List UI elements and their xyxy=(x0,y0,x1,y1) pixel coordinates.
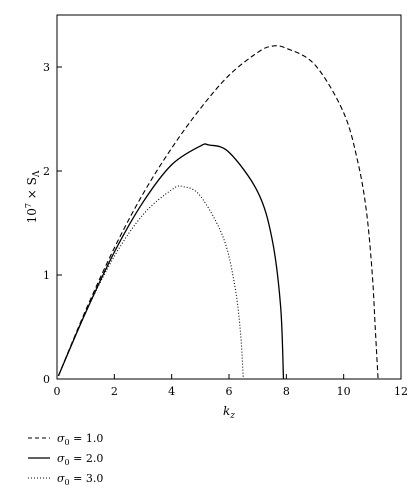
series-line-solid xyxy=(57,143,285,380)
legend-item-sigma-3: σ0 = 3.0 xyxy=(28,472,103,487)
legend: σ0 = 1.0 σ0 = 2.0 σ0 = 3.0 xyxy=(28,432,103,487)
x-tick-label: 12 xyxy=(394,385,408,398)
x-tick-label: 4 xyxy=(168,385,175,398)
x-tick-label: 10 xyxy=(337,385,351,398)
x-tick-label: 0 xyxy=(54,385,61,398)
plot-frame xyxy=(56,14,402,380)
y-tick-label: 0 xyxy=(43,373,50,386)
series-line-dotted xyxy=(57,185,244,380)
y-axis-label: 107 × SΛ xyxy=(24,170,42,223)
y-tick-label: 1 xyxy=(43,269,50,282)
y-tick-label: 2 xyxy=(43,165,50,178)
legend-item-sigma-1: σ0 = 1.0 xyxy=(28,432,103,447)
legend-label: σ0 = 2.0 xyxy=(57,452,103,467)
legend-label: σ0 = 1.0 xyxy=(57,432,103,447)
x-axis-label: kz xyxy=(223,404,235,421)
x-tick-label: 8 xyxy=(283,385,290,398)
legend-item-sigma-2: σ0 = 2.0 xyxy=(28,452,103,467)
series-line-dashed xyxy=(57,45,379,380)
y-tick-label: 3 xyxy=(43,61,50,74)
x-tick-label: 2 xyxy=(111,385,118,398)
legend-label: σ0 = 3.0 xyxy=(57,472,103,487)
x-tick-label: 6 xyxy=(226,385,233,398)
series-layer xyxy=(57,45,379,380)
